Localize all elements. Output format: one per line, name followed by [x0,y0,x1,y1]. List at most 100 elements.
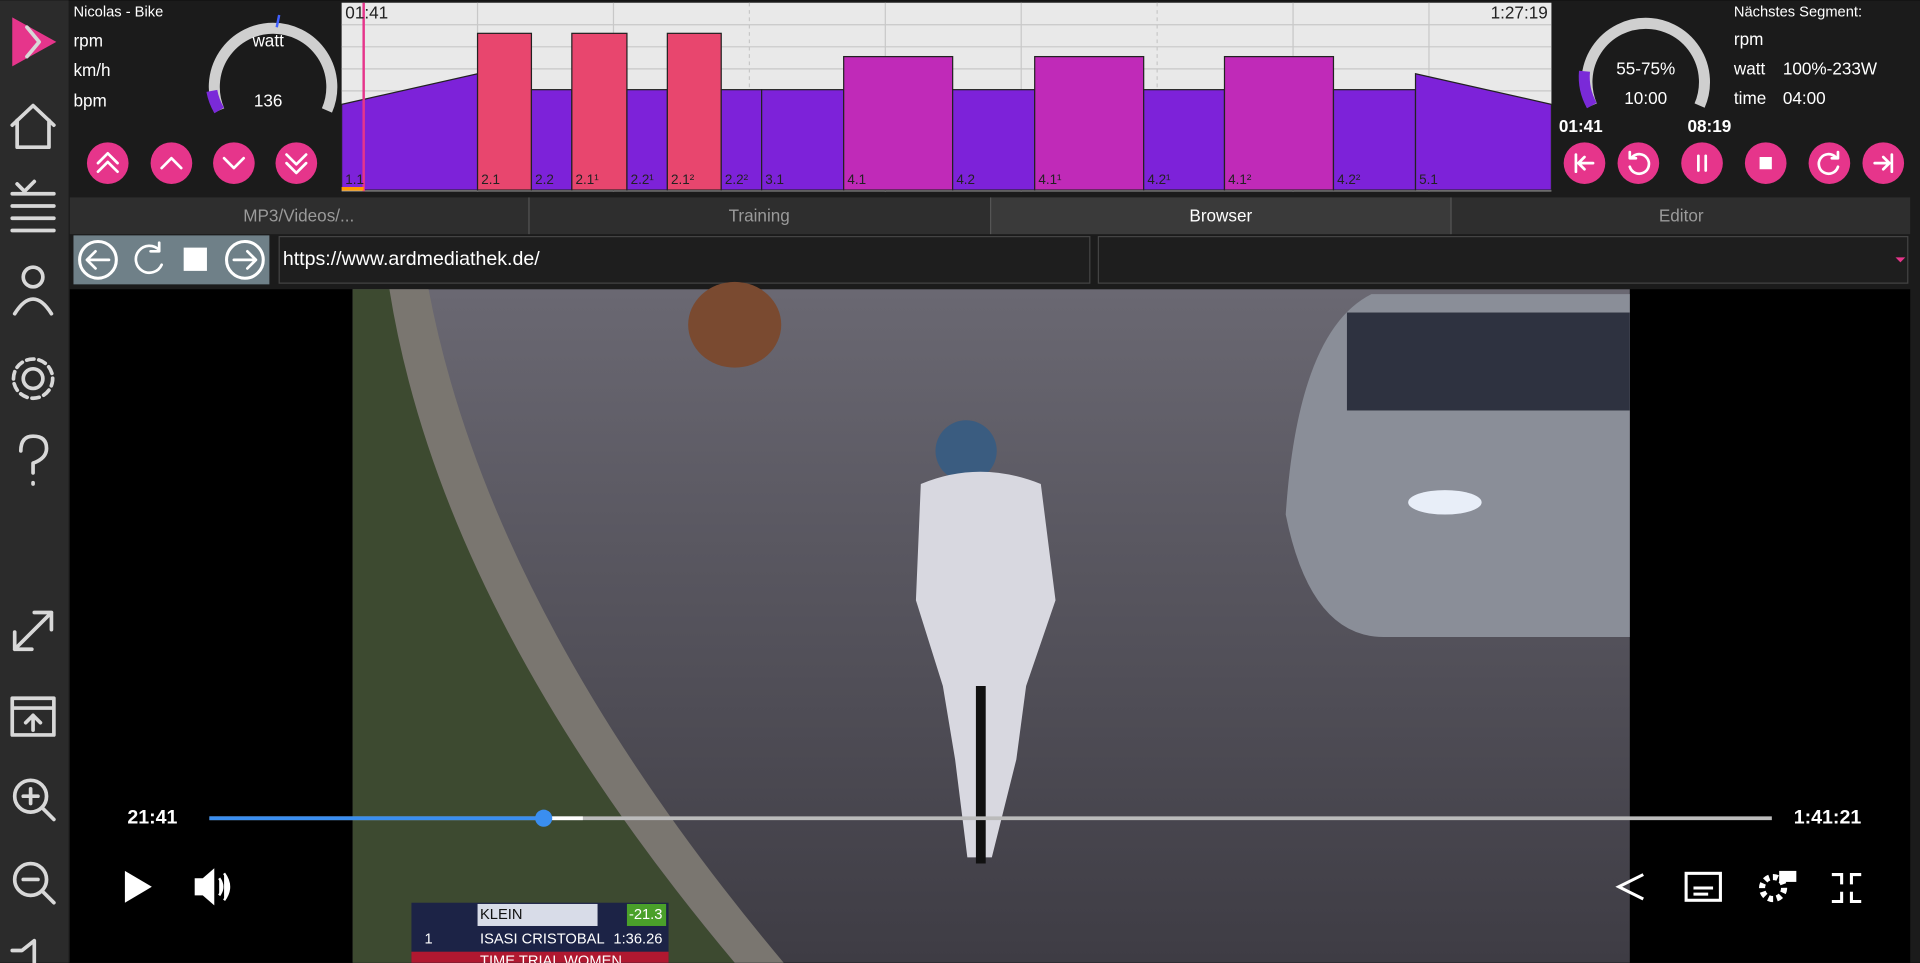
segment-elapsed: 01:41 [1559,116,1603,136]
next-segment-value: 100%-233W [1783,59,1878,79]
segment-label: 2.1² [671,172,695,187]
subtitles-glyph [1693,886,1714,896]
scoreboard-gap-bg [626,903,667,926]
zoom-out-icon[interactable] [12,861,49,898]
dropdown[interactable] [1097,235,1909,284]
segment-label: 4.2² [1337,172,1361,187]
forward-button[interactable] [225,239,265,280]
video-current-time: 21:41 [127,806,177,828]
video-roadside [389,289,784,963]
segment [843,55,954,191]
zoom-in-icon[interactable] [12,778,49,814]
active-tab [990,197,1452,235]
power-gauge [208,22,338,113]
segment-panel: 55-75% 10:00 01:41 08:19 Nächstes Segmen… [1559,4,1905,184]
scoreboard-leader-bg [477,903,598,926]
segment [1414,72,1553,191]
back-button[interactable] [78,239,118,280]
video-grass [352,289,735,963]
sidebar-icons [10,17,57,963]
tab-bar: MP3/Videos/... Training Browser Editor [69,197,1911,235]
segment [530,89,573,191]
tab[interactable]: Training [729,206,790,226]
next-segment-label: time [1734,88,1766,108]
volume-button[interactable] [194,868,231,906]
tab[interactable]: Browser [1189,206,1252,226]
scoreboard-leader: KLEIN [480,907,522,923]
metric-label: km/h [73,60,110,80]
logo [12,17,57,67]
segment [666,32,722,191]
forward-glyph [232,249,258,270]
profile-total: 1:27:19 [1491,2,1548,22]
up-button[interactable] [150,142,193,184]
hd-badge [1779,870,1797,882]
profile-elapsed: 01:41 [345,2,388,22]
segment-label: 2.1¹ [576,172,600,187]
volume-icon[interactable] [10,938,37,963]
fullscreen-icon[interactable] [12,610,54,652]
back-glyph [85,249,111,270]
video-motorbike [688,281,782,368]
segment-label: 5.1 [1419,172,1438,187]
zoom-in-glyph [21,787,56,822]
segments [341,32,1553,191]
exit-fullscreen-button[interactable] [1831,873,1862,904]
gauge-unit: watt [251,30,284,50]
scoreboard-event-bg [411,951,669,963]
segment-label: 2.2² [725,172,749,187]
segment [720,89,763,191]
repeat-button[interactable] [1808,142,1851,184]
pause-button[interactable] [1681,142,1723,184]
segment-label: 4.2¹ [1147,172,1171,187]
player-buttons [1563,142,1905,184]
profile-icon[interactable] [12,265,54,316]
video-controls-right [1615,871,1862,904]
settings-gear [11,357,55,401]
segment-remaining: 08:19 [1687,116,1731,136]
url-box[interactable] [278,235,1091,284]
segment-range: 55-75% [1616,59,1675,79]
tab[interactable]: MP3/Videos/... [243,206,354,226]
segment-label: 4.1¹ [1038,172,1062,187]
reload-button[interactable] [134,241,163,275]
segment-label: 2.2 [535,172,554,187]
upload-icon[interactable] [10,696,56,737]
seek-handle[interactable] [535,809,553,827]
scoreboard-event: TIME TRIAL WOMEN [480,953,622,963]
share-button[interactable] [1615,873,1644,901]
tab[interactable]: Editor [1659,206,1704,226]
metric-label: rpm [73,30,103,50]
list-icon[interactable] [10,179,56,233]
rider-panel: Nicolas - Bike rpm km/h bpm watt 136 [73,4,338,184]
logo-bolt [25,25,42,59]
help-icon[interactable] [18,434,49,486]
segment-label: 4.1² [1228,172,1252,187]
settings-button[interactable] [1758,873,1788,903]
settings-icon[interactable] [21,367,45,391]
down-button[interactable] [213,142,255,184]
segment-duration: 10:00 [1624,88,1667,108]
play-button[interactable] [124,870,152,903]
up-glyph [160,156,183,170]
gauge-value: 136 [254,90,283,110]
segment-label: 2.1 [481,172,500,187]
restart-button[interactable] [1617,142,1660,184]
stop-load-button[interactable] [183,247,207,271]
next-segment-label: rpm [1734,29,1764,49]
segment [571,32,628,191]
dropdown-arrow [1895,257,1906,263]
video-helmet [935,420,997,482]
video-duration: 1:41:21 [1794,806,1862,828]
scoreboard-rank: 1 [424,931,432,947]
subtitles-button[interactable] [1684,871,1722,902]
up-fast-glyph [96,151,119,174]
browser-toolbar: https://www.ardmediathek.de/ [73,235,1909,285]
pause-glyph [1697,154,1708,172]
segment [476,32,533,191]
home-icon[interactable] [10,103,56,150]
segment-label: 3.1 [765,172,784,187]
next-glyph [1873,153,1894,174]
